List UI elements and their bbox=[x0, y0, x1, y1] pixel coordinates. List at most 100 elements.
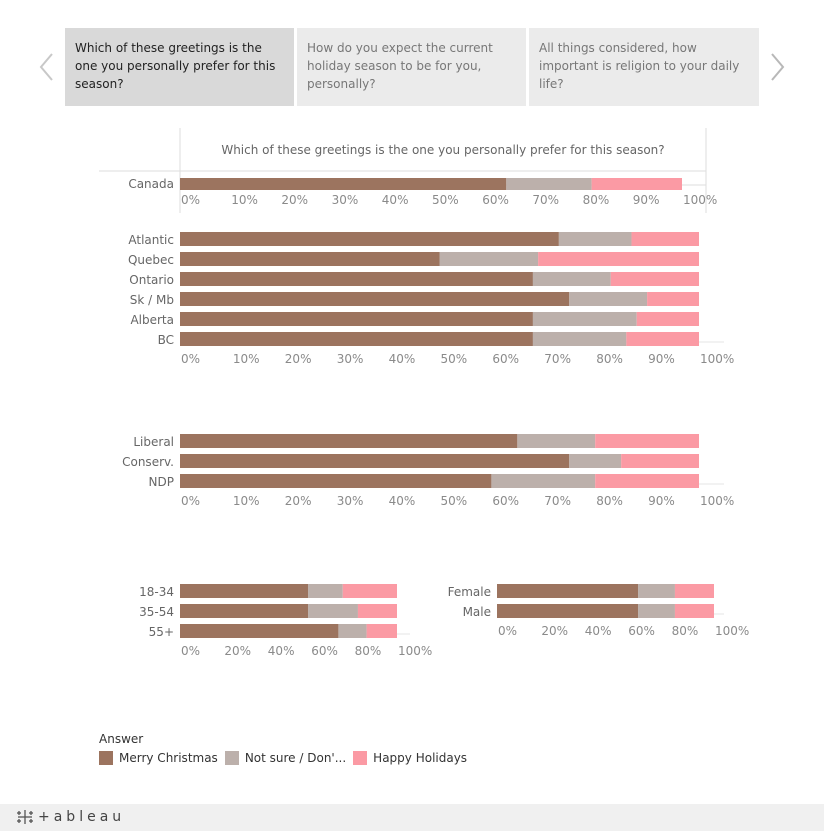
bar-segment bbox=[180, 178, 507, 190]
bar-segment bbox=[621, 454, 699, 468]
chart-panel: Atlantic Quebec Ontario Sk / Mb Alberta BC 0% 1… bbox=[128, 232, 734, 366]
footer: +ableau bbox=[0, 804, 824, 831]
tick-label: 90% bbox=[633, 193, 660, 207]
bar-segment bbox=[180, 434, 518, 448]
bar-segment bbox=[631, 232, 699, 246]
bar-segment bbox=[538, 252, 699, 266]
tab-holiday-season[interactable]: How do you expect the current holiday se… bbox=[297, 28, 526, 106]
legend-label: Not sure / Don'... bbox=[244, 751, 347, 765]
bar-segment bbox=[626, 332, 699, 346]
category-label: Conserv. bbox=[122, 455, 174, 469]
bar-segment bbox=[308, 584, 343, 598]
category-label: NDP bbox=[149, 475, 174, 489]
tick-label: 0% bbox=[181, 352, 200, 366]
tick-label: 50% bbox=[432, 193, 459, 207]
legend-item-not-sure[interactable]: Not sure / Don'... bbox=[224, 751, 347, 765]
tick-label: 80% bbox=[596, 494, 623, 508]
bar-segment bbox=[532, 332, 627, 346]
bar-segment bbox=[180, 252, 440, 266]
previous-arrow-icon[interactable] bbox=[36, 50, 58, 84]
chart-panel: Female Male 0% 20% 40% 60% 80% 100% bbox=[448, 584, 749, 638]
bar-segment bbox=[491, 474, 596, 488]
bar-segment bbox=[180, 584, 309, 598]
legend-swatch bbox=[224, 751, 239, 765]
chart-title: Which of these greetings is the one you … bbox=[221, 143, 664, 157]
bar-segment bbox=[180, 474, 492, 488]
bar-segment bbox=[558, 232, 632, 246]
tick-label: 80% bbox=[672, 624, 699, 638]
tick-label: 20% bbox=[281, 193, 308, 207]
legend-swatch bbox=[99, 751, 113, 765]
tick-label: 10% bbox=[231, 193, 258, 207]
tick-label: 0% bbox=[181, 193, 200, 207]
category-label: Alberta bbox=[130, 313, 174, 327]
category-label: Liberal bbox=[133, 435, 174, 449]
category-label: Canada bbox=[128, 177, 174, 191]
tick-label: 100% bbox=[715, 624, 749, 638]
bar-segment bbox=[180, 454, 570, 468]
tick-label: 30% bbox=[332, 193, 359, 207]
tick-label: 40% bbox=[389, 494, 416, 508]
category-label: Quebec bbox=[128, 253, 174, 267]
category-label: 18-34 bbox=[139, 585, 174, 599]
tick-label: 90% bbox=[648, 494, 675, 508]
bar-segment bbox=[180, 604, 309, 618]
bar-segment bbox=[591, 178, 682, 190]
tick-label: 20% bbox=[541, 624, 568, 638]
tick-label: 100% bbox=[398, 644, 432, 658]
bar-segment bbox=[674, 584, 714, 598]
tick-label: 10% bbox=[233, 494, 260, 508]
next-arrow-icon[interactable] bbox=[766, 50, 788, 84]
tick-label: 10% bbox=[233, 352, 260, 366]
bar-segment bbox=[638, 604, 675, 618]
tick-label: 40% bbox=[268, 644, 295, 658]
category-label: 35-54 bbox=[139, 605, 174, 619]
tick-label: 0% bbox=[181, 494, 200, 508]
tableau-logo[interactable]: +ableau bbox=[14, 808, 125, 826]
tab-religion[interactable]: All things considered, how important is … bbox=[529, 28, 759, 106]
chart-panel: 18-34 35-54 55+ 0% 20% 40% 60% 80% 100% bbox=[139, 584, 432, 658]
legend-item-merry-christmas[interactable]: Merry Christmas bbox=[99, 751, 218, 765]
bar-segment bbox=[308, 604, 358, 618]
tick-label: 40% bbox=[382, 193, 409, 207]
tick-label: 40% bbox=[585, 624, 612, 638]
tick-label: 70% bbox=[544, 494, 571, 508]
tick-label: 0% bbox=[181, 644, 200, 658]
bar-segment bbox=[180, 312, 533, 326]
bar-segment bbox=[180, 332, 533, 346]
tick-label: 60% bbox=[628, 624, 655, 638]
category-label: Atlantic bbox=[128, 233, 174, 247]
legend-item-happy-holidays[interactable]: Happy Holidays bbox=[353, 751, 467, 765]
bar-segment bbox=[569, 454, 622, 468]
chart-panel: Which of these greetings is the one you … bbox=[99, 128, 717, 213]
tick-label: 100% bbox=[683, 193, 717, 207]
bar-segment bbox=[595, 434, 699, 448]
tick-label: 100% bbox=[700, 494, 734, 508]
tableau-wordmark: +ableau bbox=[38, 809, 126, 825]
category-label: Ontario bbox=[129, 273, 174, 287]
tick-label: 70% bbox=[544, 352, 571, 366]
bar-segment bbox=[439, 252, 539, 266]
tick-label: 30% bbox=[337, 494, 364, 508]
category-label: 55+ bbox=[149, 625, 174, 639]
tick-label: 50% bbox=[441, 494, 468, 508]
tick-label: 100% bbox=[700, 352, 734, 366]
legend-swatch bbox=[353, 751, 368, 765]
bar-segment bbox=[638, 584, 675, 598]
category-label: Male bbox=[463, 605, 491, 619]
bar-segment bbox=[180, 232, 559, 246]
tick-label: 30% bbox=[337, 352, 364, 366]
bar-segment bbox=[517, 434, 596, 448]
tab-greetings[interactable]: Which of these greetings is the one you … bbox=[65, 28, 294, 106]
legend-label: Merry Christmas bbox=[119, 751, 218, 765]
legend: Answer Merry Christmas Not sure / Don'..… bbox=[99, 732, 474, 765]
tick-label: 40% bbox=[389, 352, 416, 366]
tick-label: 20% bbox=[224, 644, 251, 658]
tick-label: 80% bbox=[583, 193, 610, 207]
chart-area: Which of these greetings is the one you … bbox=[99, 128, 749, 658]
bar-segment bbox=[532, 312, 637, 326]
bar-segment bbox=[595, 474, 699, 488]
bar-segment bbox=[636, 312, 699, 326]
bar-segment bbox=[506, 178, 592, 190]
bar-segment bbox=[366, 624, 397, 638]
